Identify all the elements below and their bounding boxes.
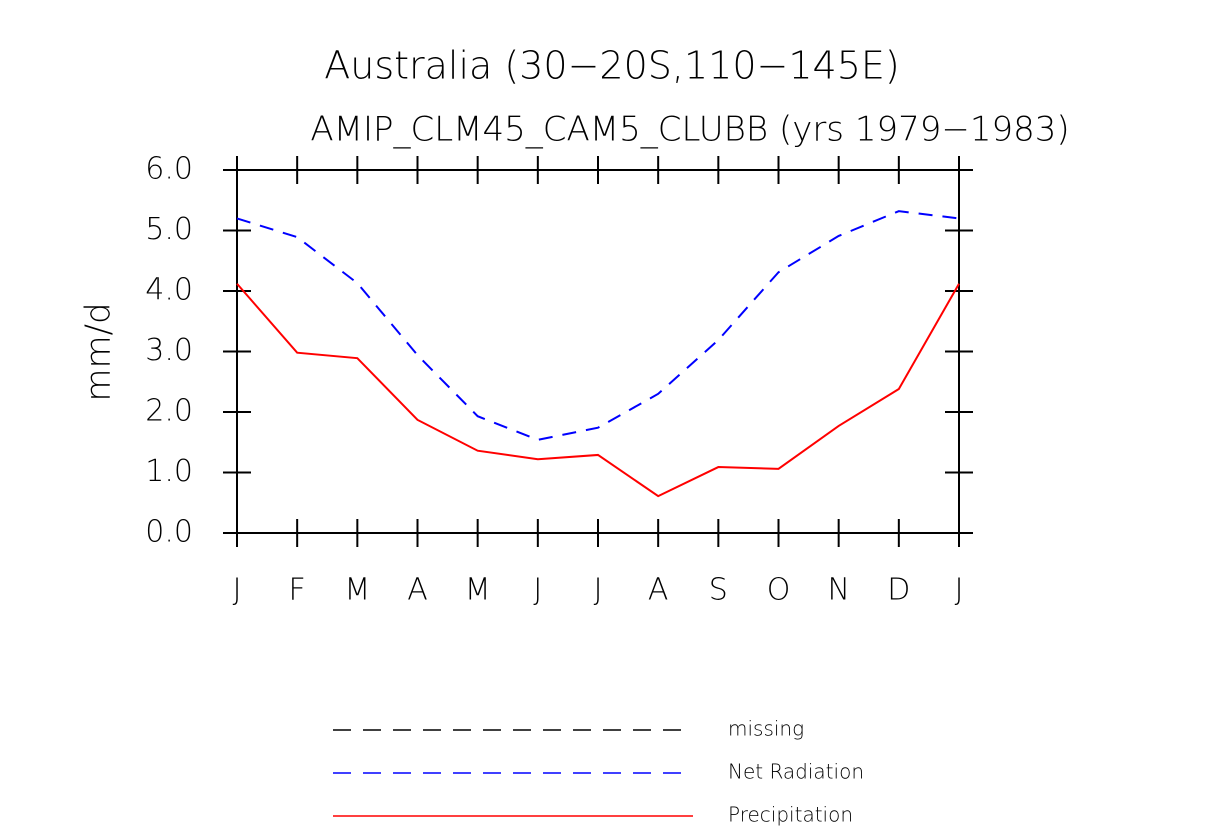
x-tick-label: A (648, 573, 669, 608)
legend-label: missing (728, 717, 804, 741)
y-tick-label: 3.0 (145, 333, 193, 368)
chart-title: Australia (30−20S,110−145E) (324, 44, 899, 88)
legend-label: Precipitation (728, 803, 853, 827)
x-tick-label: A (407, 573, 428, 608)
x-tick-label: S (709, 573, 728, 608)
y-tick-label: 2.0 (145, 394, 193, 429)
x-tick-label: J (955, 573, 964, 608)
chart-subtitle: AMIP_CLM45_CAM5_CLUBB (yrs 1979−1983) (310, 110, 1069, 150)
x-tick-label: M (344, 573, 370, 608)
x-tick-label: M (465, 573, 491, 608)
plot-frame (236, 169, 960, 534)
x-tick-label: N (827, 573, 849, 608)
legend-label: Net Radiation (728, 760, 864, 784)
x-tick-label: F (289, 573, 306, 608)
x-tick-label: J (594, 573, 603, 608)
x-tick-label: J (533, 573, 542, 608)
y-tick-label: 4.0 (145, 273, 193, 308)
y-tick-label: 6.0 (145, 152, 193, 187)
x-tick-label: D (887, 573, 910, 608)
x-tick-label: O (767, 573, 791, 608)
series-line (236, 210, 960, 441)
y-tick-label: 1.0 (145, 454, 193, 489)
y-tick-label: 0.0 (145, 515, 193, 550)
y-axis-label: mm/d (79, 302, 119, 401)
series-line (236, 283, 960, 498)
y-tick-label: 5.0 (145, 212, 193, 247)
x-tick-label: J (233, 573, 242, 608)
